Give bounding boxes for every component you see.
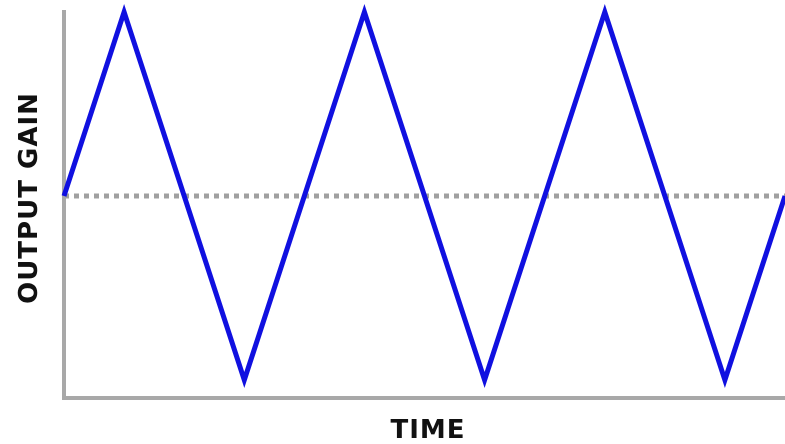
series-line-0	[61, 3, 785, 389]
x-axis-label: TIME	[390, 415, 465, 444]
y-axis-label: OUTPUT GAIN	[14, 92, 44, 304]
plot-area	[61, 3, 785, 400]
